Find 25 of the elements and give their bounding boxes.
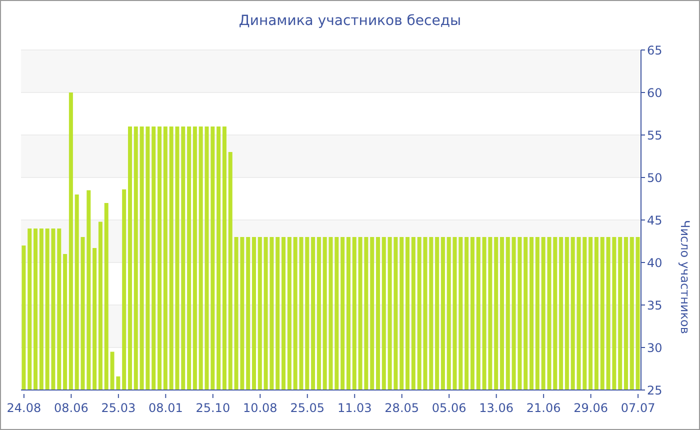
- x-tick-label: 25.03: [101, 401, 136, 415]
- x-tick-label: 29.06: [574, 401, 608, 415]
- x-tick-label: 05.06: [432, 401, 466, 415]
- y-axis-title: Число участников: [678, 220, 692, 334]
- y-tick-label: 65: [647, 43, 662, 58]
- x-tick-label: 21.06: [526, 401, 561, 415]
- y-tick-label: 55: [647, 128, 662, 142]
- x-tick-label: 25.10: [196, 401, 230, 415]
- x-tick-label: 08.06: [54, 401, 88, 415]
- x-tick-label: 11.03: [337, 401, 372, 415]
- y-tick-label: 35: [647, 298, 662, 312]
- y-tick-label: 25: [647, 383, 662, 398]
- y-tick-label: 50: [647, 170, 662, 185]
- chart-title: Динамика участников беседы: [238, 13, 462, 29]
- x-tick-label: 28.05: [384, 401, 420, 415]
- x-tick-label: 24.08: [6, 401, 42, 415]
- x-tick-label: 10.08: [242, 401, 278, 415]
- x-tick-label: 25.05: [290, 401, 325, 415]
- x-tick-label: 08.01: [148, 401, 183, 415]
- y-tick-label: 30: [647, 340, 662, 355]
- x-tick-label: 07.07: [620, 401, 656, 415]
- y-tick-label: 45: [647, 213, 662, 228]
- y-tick-label: 40: [647, 256, 662, 270]
- x-tick-label: 13.06: [479, 401, 514, 415]
- y-tick-label: 60: [647, 86, 662, 100]
